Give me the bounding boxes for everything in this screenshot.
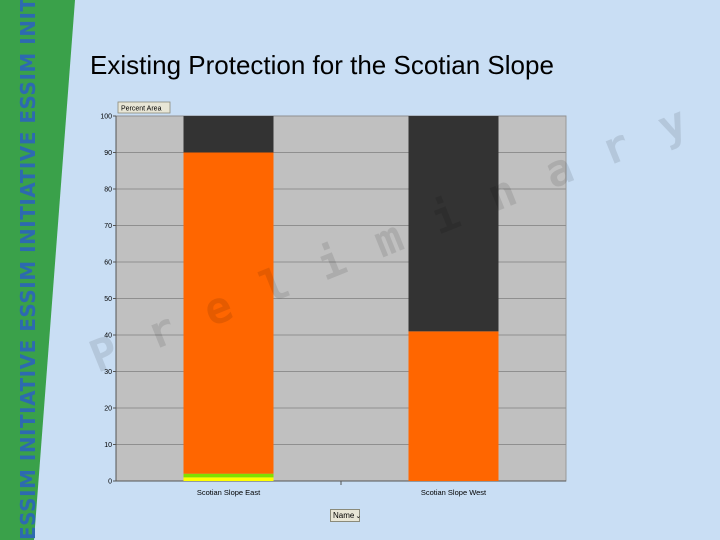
y-tick-label: 90 — [104, 150, 112, 157]
bar-segment — [408, 116, 499, 332]
watermark-letter: y — [651, 96, 695, 153]
y-tick-label: 20 — [104, 406, 112, 413]
data-field-button-bg — [117, 101, 171, 114]
category-field-label: Name — [333, 511, 355, 520]
bar-segment — [183, 477, 274, 481]
side-banner-text: ESSIM INITIATIVE ESSIM INITIATIVE ESSIM … — [14, 0, 42, 540]
stacked-bar-chart: 0 10 20 30 40 50 60 70 80 90 100 Scotian Slope East… — [83, 96, 695, 497]
data-field-button[interactable]: Percent Area — [117, 101, 171, 114]
bar-segment — [183, 116, 274, 153]
bar-segment — [408, 331, 499, 481]
y-tick-label: 80 — [104, 187, 112, 194]
watermark-letter: r — [594, 119, 638, 176]
chevron-down-icon: ⌄ — [355, 513, 362, 520]
data-field-label: Percent Area — [121, 106, 162, 113]
x-tick-label: Scotian Slope East — [197, 488, 261, 497]
y-tick-label: 60 — [104, 260, 112, 267]
y-tick-label: 70 — [104, 223, 112, 230]
y-tick-label: 100 — [100, 114, 112, 121]
slide-title: Existing Protection for the Scotian Slop… — [90, 50, 554, 80]
x-tick-label: Scotian Slope West — [421, 488, 487, 497]
y-tick-label: 40 — [104, 333, 112, 340]
category-field-dropdown[interactable]: Name⌄ — [330, 509, 362, 522]
y-tick-label: 50 — [104, 296, 112, 303]
green-corner-band — [0, 0, 75, 540]
y-tick-label: 0 — [108, 479, 112, 486]
bar-segment — [183, 152, 274, 474]
y-tick-label: 10 — [104, 442, 112, 449]
y-tick-label: 30 — [104, 369, 112, 376]
bar-segment — [183, 473, 274, 478]
